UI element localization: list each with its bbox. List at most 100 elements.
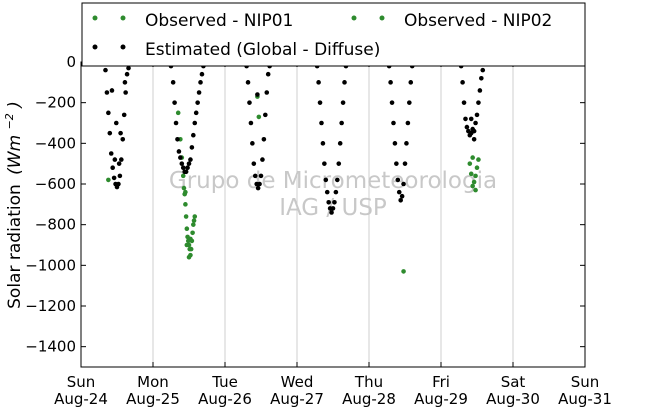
estimated-point xyxy=(476,100,481,105)
estimated-point xyxy=(468,116,474,122)
estimated-point xyxy=(252,173,258,179)
estimated-point xyxy=(261,136,267,142)
x-tick-label: Aug-24 xyxy=(54,390,108,408)
x-tick-label: Sun xyxy=(67,373,96,391)
legend-marker xyxy=(92,15,98,21)
y-tick-label: −800 xyxy=(35,216,76,234)
estimated-point xyxy=(317,100,323,105)
estimated-point xyxy=(112,157,118,162)
observed-point xyxy=(175,110,181,116)
legend-box xyxy=(81,2,586,67)
estimated-point xyxy=(474,112,480,118)
plot-area xyxy=(81,62,585,367)
observed-point xyxy=(401,269,406,274)
estimated-point xyxy=(405,120,411,126)
estimated-point xyxy=(104,90,110,95)
estimated-point xyxy=(329,210,334,215)
estimated-point xyxy=(250,141,255,146)
estimated-point xyxy=(109,88,115,93)
x-tick-label: Aug-30 xyxy=(486,390,540,408)
observed-point xyxy=(256,114,262,120)
estimated-point xyxy=(103,67,108,73)
observed-point xyxy=(191,218,197,223)
estimated-point xyxy=(111,175,117,181)
x-tick-label: Aug-29 xyxy=(414,390,468,408)
estimated-point xyxy=(179,161,185,166)
estimated-point xyxy=(257,181,262,187)
estimated-point xyxy=(322,161,327,166)
estimated-point xyxy=(126,65,131,71)
observed-point xyxy=(471,179,477,185)
estimated-point xyxy=(124,71,130,77)
estimated-point xyxy=(176,149,182,154)
estimated-point xyxy=(402,161,408,166)
estimated-point xyxy=(408,80,414,85)
estimated-point xyxy=(479,75,484,81)
estimated-point xyxy=(122,80,128,85)
estimated-point xyxy=(316,80,321,85)
watermark-line-1: Grupo de Micrometeorologia xyxy=(169,168,497,194)
x-tick-label: Tue xyxy=(211,373,238,391)
estimated-point xyxy=(260,157,265,162)
observed-point xyxy=(184,242,190,248)
observed-point xyxy=(183,189,188,195)
observed-point xyxy=(186,254,192,260)
estimated-point xyxy=(342,80,347,85)
estimated-point xyxy=(265,71,271,77)
x-tick-label: Fri xyxy=(432,373,450,391)
estimated-point xyxy=(263,112,268,118)
estimated-point xyxy=(323,177,329,183)
legend: Observed - NIP01 Observed - NIP02 Estima… xyxy=(81,2,586,67)
x-tick-label: Wed xyxy=(281,373,314,391)
estimated-point xyxy=(198,80,203,85)
observed-point xyxy=(106,177,111,183)
estimated-point xyxy=(320,141,326,146)
estimated-point xyxy=(248,120,254,126)
y-tick-label: 0 xyxy=(66,53,76,71)
estimated-point xyxy=(251,161,257,166)
estimated-point xyxy=(339,120,344,126)
observed-point xyxy=(470,155,475,160)
x-tick-label: Sun xyxy=(571,373,600,391)
estimated-point xyxy=(255,92,260,97)
observed-point xyxy=(181,185,187,191)
observed-point xyxy=(184,226,190,232)
observed-point xyxy=(473,187,478,193)
estimated-point xyxy=(116,181,121,187)
estimated-point xyxy=(404,141,409,146)
estimated-point xyxy=(180,165,186,171)
x-tick-label: Mon xyxy=(137,373,169,391)
estimated-point xyxy=(117,173,123,179)
estimated-point xyxy=(480,67,486,73)
estimated-point xyxy=(116,161,122,166)
estimated-point xyxy=(106,110,111,116)
estimated-point xyxy=(332,200,337,205)
estimated-point xyxy=(460,80,465,85)
estimated-point xyxy=(110,165,115,171)
legend-marker xyxy=(351,15,357,21)
x-tick-label: Thu xyxy=(354,373,383,391)
estimated-point xyxy=(461,100,467,105)
x-tick-label: Aug-25 xyxy=(126,390,180,408)
x-tick-label: Aug-27 xyxy=(270,390,324,408)
estimated-point xyxy=(119,157,124,162)
legend-marker xyxy=(92,44,98,50)
estimated-point xyxy=(189,145,195,150)
data-points xyxy=(103,63,486,274)
legend-label: Observed - NIP02 xyxy=(404,11,552,31)
observed-point xyxy=(188,236,193,242)
observed-point xyxy=(183,202,188,207)
estimated-point xyxy=(199,71,205,77)
estimated-point xyxy=(188,157,193,162)
y-tick-label: −1000 xyxy=(25,256,76,274)
estimated-point xyxy=(123,90,128,95)
estimated-point xyxy=(121,112,127,118)
observed-point xyxy=(191,222,196,227)
estimated-point xyxy=(340,100,346,105)
estimated-point xyxy=(398,197,403,203)
estimated-point xyxy=(389,100,395,105)
estimated-point xyxy=(336,161,342,166)
legend-entry-nip02: Observed - NIP02 xyxy=(351,11,552,31)
estimated-point xyxy=(326,200,331,205)
